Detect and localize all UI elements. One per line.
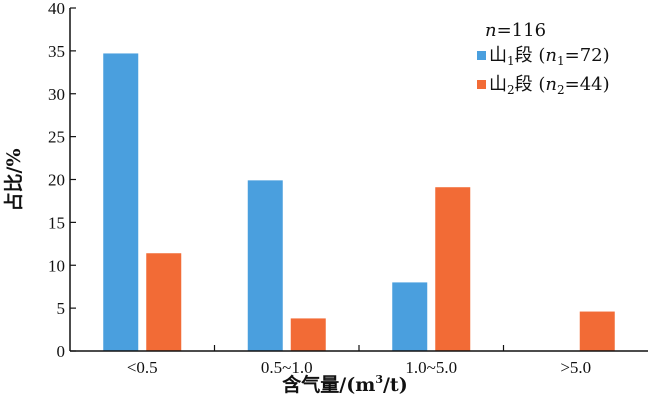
y-axis-label: 占比/%	[2, 149, 25, 212]
y-tick-label: 15	[48, 213, 65, 232]
bars-group	[103, 53, 615, 351]
x-ticks-group: <0.5 0.5~1.0 1.0~5.0 >5.0	[127, 345, 591, 377]
y-tick-label: 25	[48, 128, 65, 147]
y-tick-label: 40	[48, 0, 65, 18]
x-axis-label: 含气量/(m3/t)	[282, 373, 407, 396]
bar-series1-3	[392, 282, 428, 351]
y-tick-label: 30	[48, 85, 65, 104]
legend-total: n=116	[485, 20, 546, 41]
y-tick-label: 35	[48, 42, 65, 61]
x-tick-label: <0.5	[127, 358, 158, 377]
bar-series2-3	[435, 187, 471, 351]
legend-swatch-series-1	[477, 51, 486, 60]
legend-swatch-series-2	[477, 80, 486, 89]
bar-series1-2	[247, 180, 283, 351]
x-tick-label: >5.0	[560, 358, 591, 377]
legend: n=116 山1段 (n1=72) 山2段 (n2=44)	[477, 20, 610, 97]
y-tick-label: 20	[48, 171, 65, 190]
x-tick-label: 1.0~5.0	[405, 358, 457, 377]
y-tick-label: 10	[48, 256, 65, 275]
legend-label-series-2: 山2段 (n2=44)	[489, 74, 610, 97]
bar-series2-4	[579, 311, 615, 351]
y-tick-label: 5	[57, 299, 66, 318]
bar-series1-1	[103, 53, 139, 351]
bar-series2-1	[146, 253, 182, 351]
x-tick-label: 0.5~1.0	[261, 358, 313, 377]
bar-series2-2	[290, 318, 326, 351]
y-tick-label: 0	[57, 342, 66, 361]
legend-label-series-1: 山1段 (n1=72)	[489, 45, 610, 68]
y-ticks-group: 0 5 10 15 20 25 30 35 40	[48, 0, 76, 361]
